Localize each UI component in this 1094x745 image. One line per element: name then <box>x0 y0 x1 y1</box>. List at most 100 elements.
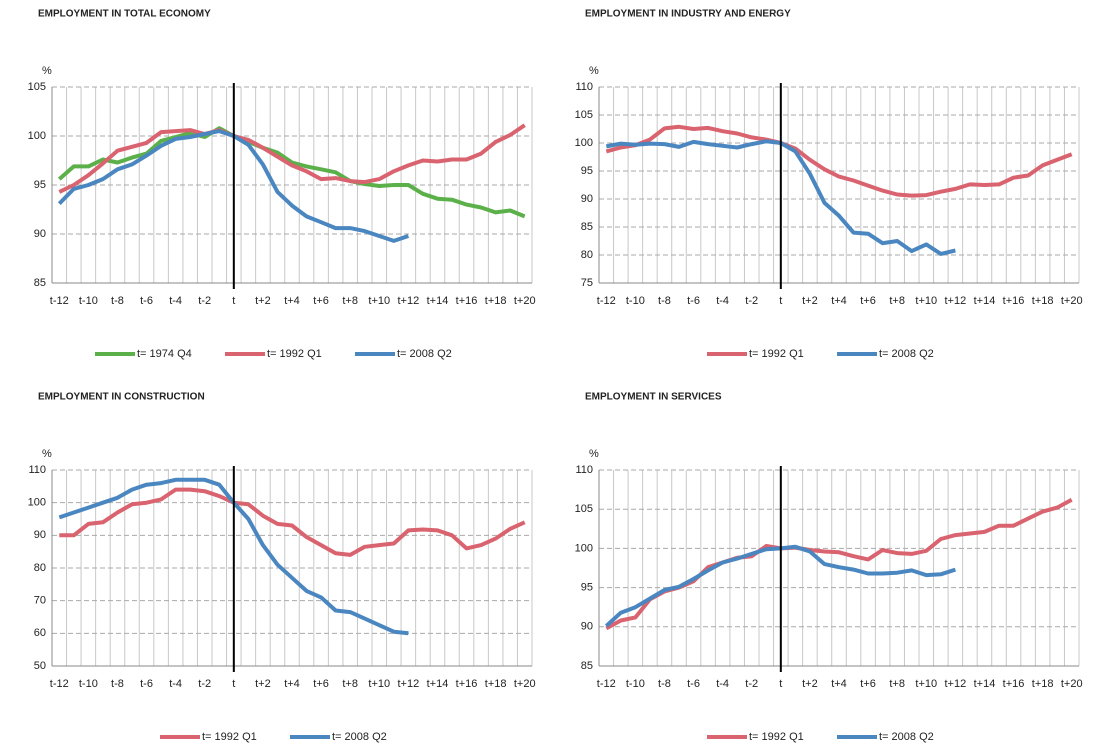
x-tick-label: t-8 <box>111 678 124 690</box>
y-unit: % <box>42 65 52 77</box>
data-line <box>59 487 526 557</box>
x-tick-label: t+10 <box>368 295 390 307</box>
x-tick-label: t-12 <box>50 295 69 307</box>
x-tick-label: t+14 <box>974 295 996 307</box>
x-tick-label: t+6 <box>860 678 876 690</box>
y-tick-label: 100 <box>575 542 593 554</box>
x-tick-label: t+8 <box>889 678 905 690</box>
chart-title: EMPLOYMENT IN CONSTRUCTION <box>38 392 205 403</box>
x-tick-label: t-2 <box>198 295 211 307</box>
data-line <box>605 124 1073 198</box>
x-tick-label: t+8 <box>342 295 358 307</box>
x-tick-label: t-10 <box>626 295 645 307</box>
x-tick-label: t+10 <box>368 678 390 690</box>
x-tick-label: t+18 <box>485 678 507 690</box>
x-tick-label: t-12 <box>597 295 616 307</box>
x-tick-label: t+2 <box>802 678 818 690</box>
y-tick-label: 105 <box>28 81 46 93</box>
x-tick-label: t+4 <box>284 678 300 690</box>
legend-label: t= 1992 Q1 <box>749 348 804 360</box>
x-tick-label: t-4 <box>169 295 182 307</box>
data-line <box>57 126 526 219</box>
x-tick-label: t+18 <box>485 295 507 307</box>
y-tick-label: 110 <box>28 464 46 476</box>
x-tick-label: t+6 <box>313 678 329 690</box>
x-tick-label: t-2 <box>745 295 758 307</box>
y-tick-label: 85 <box>34 277 46 289</box>
x-tick-label: t+10 <box>915 678 937 690</box>
y-tick-label: 80 <box>581 249 593 261</box>
x-tick-label: t+14 <box>427 295 449 307</box>
y-tick-label: 95 <box>34 179 46 191</box>
x-tick-label: t+16 <box>456 295 478 307</box>
y-tick-label: 100 <box>28 130 46 142</box>
y-tick-label: 110 <box>575 464 593 476</box>
y-tick-label: 105 <box>575 503 593 515</box>
x-tick-label: t+20 <box>1061 678 1083 690</box>
x-tick-label: t+20 <box>1061 295 1083 307</box>
x-tick-label: t-2 <box>745 678 758 690</box>
x-tick-label: t-8 <box>658 678 671 690</box>
chart-panel: EMPLOYMENT IN INDUSTRY AND ENERGY% 75 80 85… <box>575 9 1083 360</box>
x-tick-label: t+12 <box>398 678 420 690</box>
x-tick-label: t+6 <box>313 295 329 307</box>
y-unit: % <box>42 448 52 460</box>
chart-panel: EMPLOYMENT IN SERVICES% 85 90 95 100 105 110 t-… <box>575 392 1083 743</box>
x-tick-label: t+8 <box>889 295 905 307</box>
x-tick-label: t+2 <box>255 678 271 690</box>
x-tick-label: t-10 <box>79 295 98 307</box>
x-tick-label: t+12 <box>945 295 967 307</box>
y-tick-label: 60 <box>34 627 46 639</box>
legend-label: t= 1974 Q4 <box>137 348 192 360</box>
x-tick-label: t+2 <box>255 295 271 307</box>
x-tick-label: t+10 <box>915 295 937 307</box>
legend-label: t= 1992 Q1 <box>202 731 257 743</box>
legend-label: t= 1992 Q1 <box>749 731 804 743</box>
chart-panel: EMPLOYMENT IN CONSTRUCTION% 50 60 70 80 90 100… <box>28 392 536 743</box>
y-tick-label: 95 <box>581 165 593 177</box>
x-tick-label: t-6 <box>140 678 153 690</box>
y-tick-label: 80 <box>34 562 46 574</box>
y-tick-label: 90 <box>34 529 46 541</box>
x-tick-label: t-12 <box>50 678 69 690</box>
x-tick-label: t+16 <box>456 678 478 690</box>
x-tick-label: t-4 <box>716 678 729 690</box>
legend-label: t= 2008 Q2 <box>332 731 387 743</box>
x-tick-label: t-4 <box>169 678 182 690</box>
y-unit: % <box>589 65 599 77</box>
y-tick-label: 95 <box>581 582 593 594</box>
x-tick-label: t+12 <box>945 678 967 690</box>
x-tick-label: t-6 <box>140 295 153 307</box>
x-tick-label: t+16 <box>1003 678 1025 690</box>
y-tick-label: 85 <box>581 221 593 233</box>
chart-panel: EMPLOYMENT IN TOTAL ECONOMY% 85 90 95 100 105… <box>28 9 536 360</box>
x-tick-label: t+18 <box>1032 678 1054 690</box>
x-tick-label: t <box>232 295 235 307</box>
x-tick-label: t+14 <box>974 678 996 690</box>
y-tick-label: 90 <box>581 193 593 205</box>
y-tick-label: 50 <box>34 660 46 672</box>
x-tick-label: t+20 <box>514 678 536 690</box>
chart-title: EMPLOYMENT IN TOTAL ECONOMY <box>38 9 211 20</box>
x-tick-label: t-6 <box>687 295 700 307</box>
y-unit: % <box>589 448 599 460</box>
y-tick-label: 85 <box>581 660 593 672</box>
x-tick-label: t-6 <box>687 678 700 690</box>
y-tick-label: 75 <box>581 277 593 289</box>
data-line <box>58 123 526 194</box>
x-tick-label: t-12 <box>597 678 616 690</box>
x-tick-label: t+18 <box>1032 295 1054 307</box>
y-tick-label: 110 <box>575 81 593 93</box>
x-tick-label: t+4 <box>284 295 300 307</box>
legend-label: t= 2008 Q2 <box>879 348 934 360</box>
x-tick-label: t+4 <box>831 678 847 690</box>
y-tick-label: 70 <box>34 595 46 607</box>
legend-label: t= 2008 Q2 <box>397 348 452 360</box>
legend-label: t= 1992 Q1 <box>267 348 322 360</box>
x-tick-label: t-10 <box>79 678 98 690</box>
x-tick-label: t-4 <box>716 295 729 307</box>
x-tick-label: t+6 <box>860 295 876 307</box>
x-tick-label: t+12 <box>398 295 420 307</box>
x-tick-label: t+16 <box>1003 295 1025 307</box>
